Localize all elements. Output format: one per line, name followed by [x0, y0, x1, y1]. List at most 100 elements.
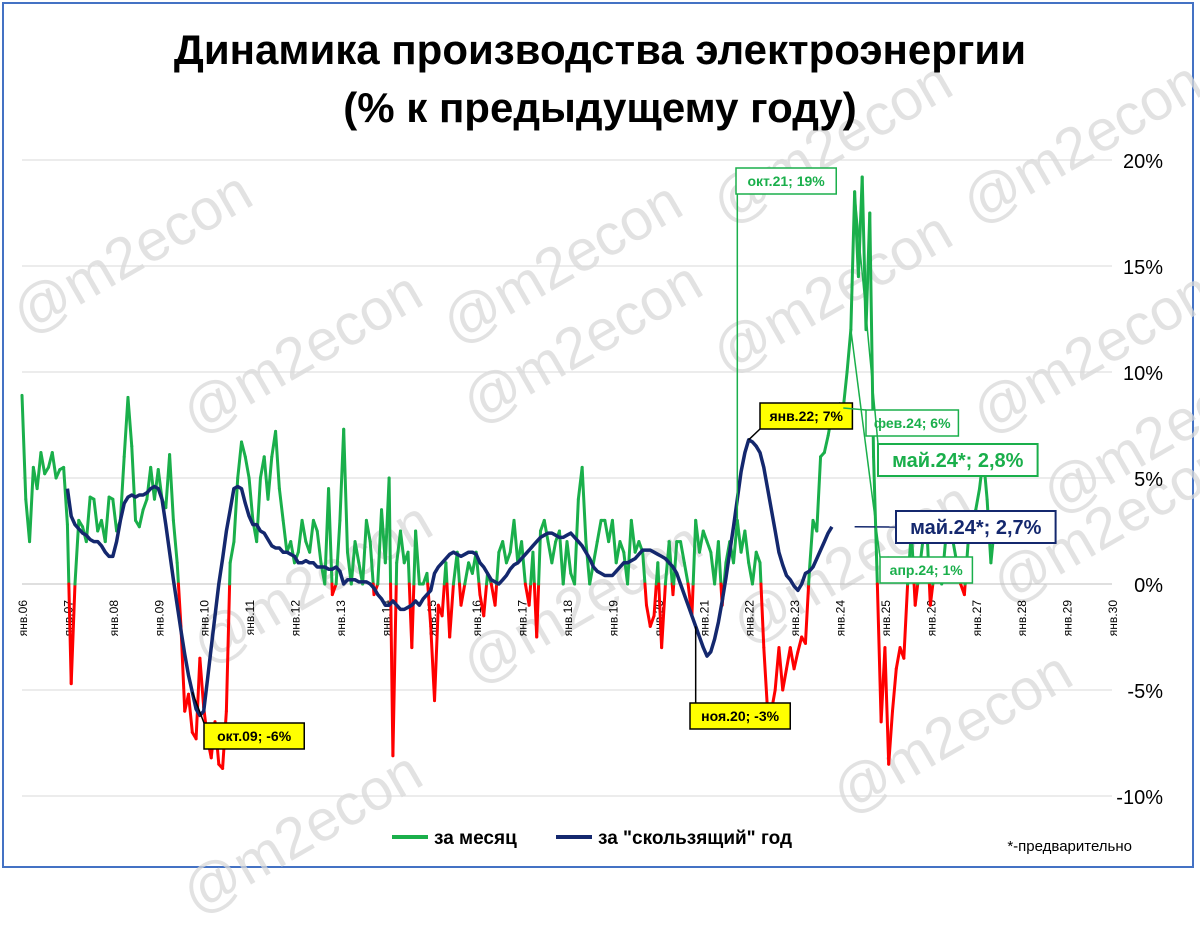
monthly-segment	[230, 542, 234, 563]
callout-label: фев.24; 6%	[874, 415, 951, 431]
monthly-segment	[779, 648, 783, 690]
monthly-segment	[283, 520, 287, 552]
monthly-segment	[177, 563, 178, 584]
monthly-segment	[616, 542, 620, 563]
monthly-segment	[363, 520, 367, 584]
monthly-segment	[242, 442, 246, 457]
y-tick-label: 10%	[1123, 363, 1163, 385]
callout-label: ноя.20; -3%	[701, 708, 779, 724]
callout-label: окт.09; -6%	[217, 728, 292, 744]
monthly-segment	[495, 584, 497, 605]
x-tick-label: янв.13	[334, 600, 348, 637]
legend-item-0: за месяц	[392, 828, 517, 849]
monthly-segment	[196, 658, 200, 739]
monthly-segment	[291, 542, 295, 563]
callout-leader	[855, 192, 878, 444]
x-tick-label: янв.29	[1061, 600, 1075, 637]
monthly-segment	[631, 520, 635, 552]
footnote: *-предварительно	[1007, 838, 1132, 855]
monthly-segment	[132, 446, 136, 520]
monthly-segment	[67, 525, 68, 584]
x-tick-label: янв.18	[561, 600, 575, 637]
monthly-segment	[586, 542, 590, 584]
monthly-segment	[760, 563, 761, 584]
monthly-segment	[896, 648, 900, 669]
monthly-segment	[692, 584, 693, 616]
callout-6: окт.09; -6%	[192, 692, 304, 749]
callout-4: май.24*; 2,7%	[855, 511, 1056, 543]
line-chart: 20%15%10%5%0%-5%-10% янв.06янв.07янв.08я…	[0, 0, 1200, 872]
monthly-segment	[798, 637, 802, 652]
monthly-segment	[497, 552, 499, 584]
callout-2: фев.24; 6%	[843, 408, 958, 436]
monthly-segment	[344, 429, 348, 552]
monthly-segment	[52, 453, 56, 478]
legend-label: за "скользящий" год	[598, 828, 792, 849]
monthly-segment	[173, 520, 177, 562]
monthly-segment	[412, 584, 414, 648]
x-tick-label: янв.30	[1106, 600, 1120, 637]
monthly-segment	[904, 584, 908, 658]
monthly-segment	[809, 573, 810, 584]
monthly-segment	[537, 584, 539, 637]
callout-label: май.24*; 2,8%	[892, 450, 1024, 472]
monthly-segment	[718, 542, 721, 584]
monthly-segment	[745, 531, 749, 563]
callout-1: янв.22; 7%	[749, 403, 853, 440]
monthly-segment	[552, 542, 556, 563]
y-tick-label: -10%	[1116, 787, 1163, 809]
monthly-segment	[593, 542, 597, 563]
monthly-segment	[37, 453, 41, 489]
monthly-segment	[22, 395, 26, 499]
monthly-segment	[674, 542, 677, 584]
monthly-segment	[416, 531, 420, 584]
monthly-segment	[889, 711, 893, 764]
callout-leader	[851, 330, 880, 557]
monthly-segment	[703, 531, 707, 542]
y-tick-label: 15%	[1123, 257, 1163, 279]
monthly-segment	[620, 542, 624, 553]
monthly-segment	[658, 563, 659, 584]
monthly-segment	[628, 520, 632, 584]
monthly-segment	[302, 520, 306, 541]
monthly-segment	[226, 584, 229, 711]
monthly-segment	[673, 584, 674, 595]
monthly-segment	[693, 520, 696, 584]
monthly-segment	[351, 542, 355, 584]
x-tick-label: янв.11	[243, 600, 257, 636]
monthly-segment	[366, 520, 370, 541]
monthly-segment	[279, 489, 283, 521]
callout-label: окт.21; 19%	[748, 173, 826, 189]
monthly-segment	[817, 457, 821, 531]
y-tick-label: 0%	[1134, 575, 1163, 597]
monthly-segment	[522, 542, 526, 584]
monthly-segment	[276, 431, 280, 488]
monthly-segment	[71, 584, 75, 684]
x-tick-label: янв.25	[879, 600, 893, 637]
monthly-segment	[442, 584, 444, 616]
monthly-segment	[662, 584, 666, 648]
monthly-segment	[756, 552, 760, 563]
x-tick-label: янв.09	[152, 600, 166, 637]
monthly-segment	[479, 584, 480, 595]
monthly-segment	[567, 542, 571, 574]
monthly-segment	[30, 467, 34, 541]
monthly-segment	[128, 397, 132, 446]
monthly-segment	[370, 542, 373, 584]
monthly-segment	[245, 457, 249, 478]
callouts: окт.21; 19% янв.22; 7% фев.24; 6% май.24*; …	[192, 168, 1055, 749]
monthly-segment	[113, 499, 117, 531]
legend-item-1: за "скользящий" год	[556, 828, 792, 849]
monthly-segment	[389, 478, 390, 584]
monthly-segment	[427, 573, 428, 584]
monthly-segment	[976, 489, 980, 510]
monthly-segment	[707, 542, 711, 553]
monthly-segment	[885, 648, 889, 765]
monthly-segment	[597, 520, 601, 541]
monthly-segment	[238, 442, 242, 478]
monthly-segment	[408, 552, 409, 584]
monthly-segment	[761, 584, 764, 648]
monthly-segment	[645, 584, 647, 605]
monthly-segment	[643, 552, 645, 584]
monthly-segment	[506, 552, 510, 563]
